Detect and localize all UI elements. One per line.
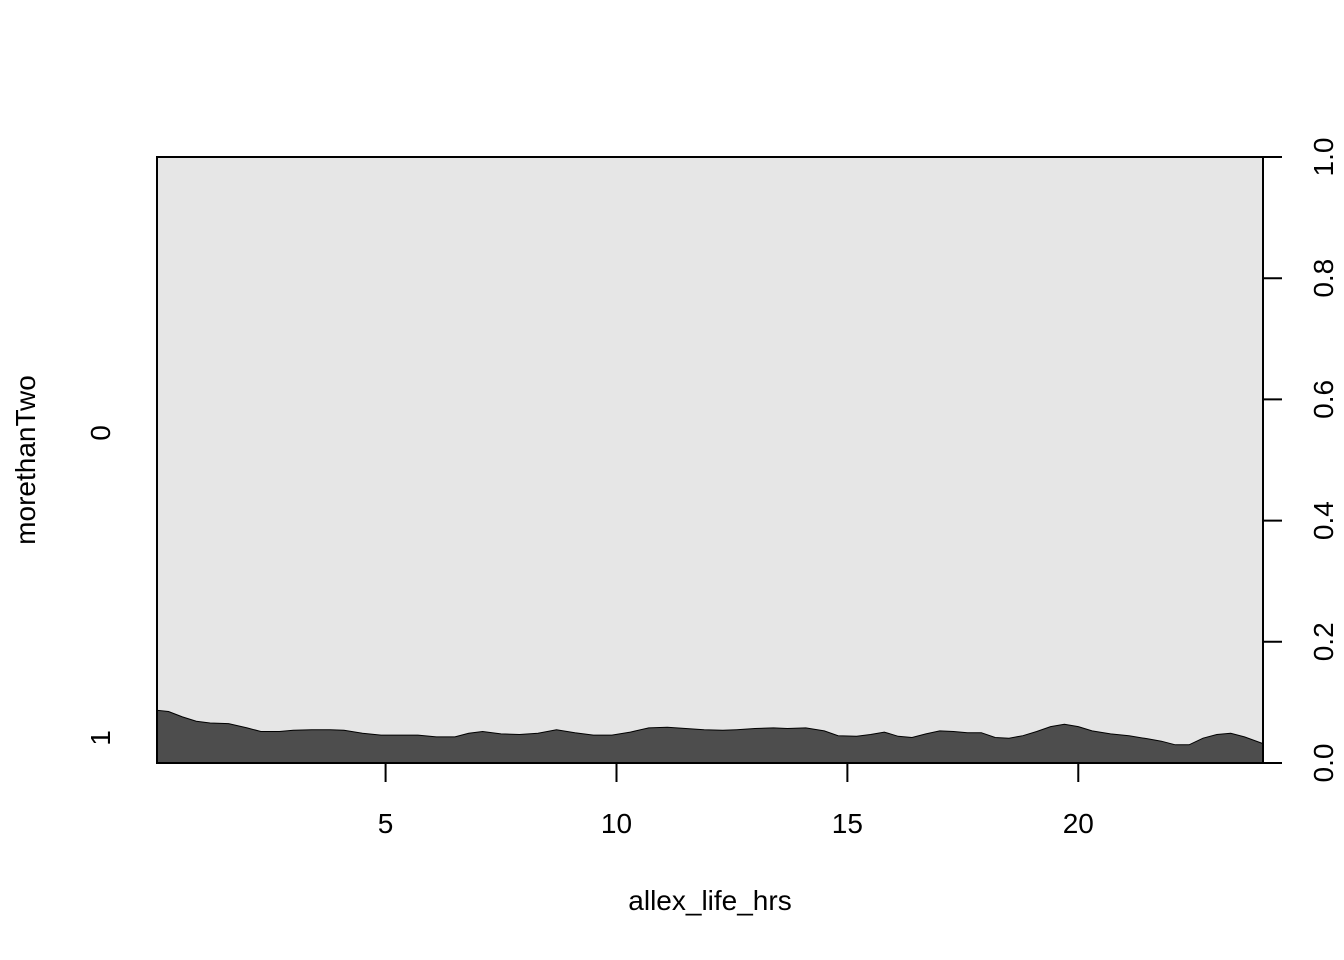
y-right-tick-label: 0.6	[1308, 380, 1339, 419]
x-axis: 5 10 15 20	[378, 763, 1094, 839]
y-right-tick-label: 0.2	[1308, 622, 1339, 661]
y-left-category-label: 1	[85, 730, 116, 746]
y-axis-title: morethanTwo	[10, 375, 41, 545]
y-right-tick-label: 1.0	[1308, 138, 1339, 177]
series-area-1	[156, 709, 1264, 764]
y-right-axis: 0.0 0.2 0.4 0.6 0.8 1.0	[1262, 138, 1339, 783]
y-left-category-label: 0	[85, 425, 116, 441]
x-axis-title: allex_life_hrs	[628, 885, 791, 916]
y-right-tick-label: 0.8	[1308, 259, 1339, 298]
x-tick-label: 10	[601, 808, 632, 839]
x-tick-label: 15	[832, 808, 863, 839]
y-right-tick-label: 0.0	[1308, 744, 1339, 783]
upper-region	[157, 157, 1263, 763]
x-tick-label: 20	[1063, 808, 1094, 839]
y-left-category-labels: 10	[85, 425, 116, 746]
y-right-tick-label: 0.4	[1308, 501, 1339, 540]
x-tick-label: 5	[378, 808, 394, 839]
